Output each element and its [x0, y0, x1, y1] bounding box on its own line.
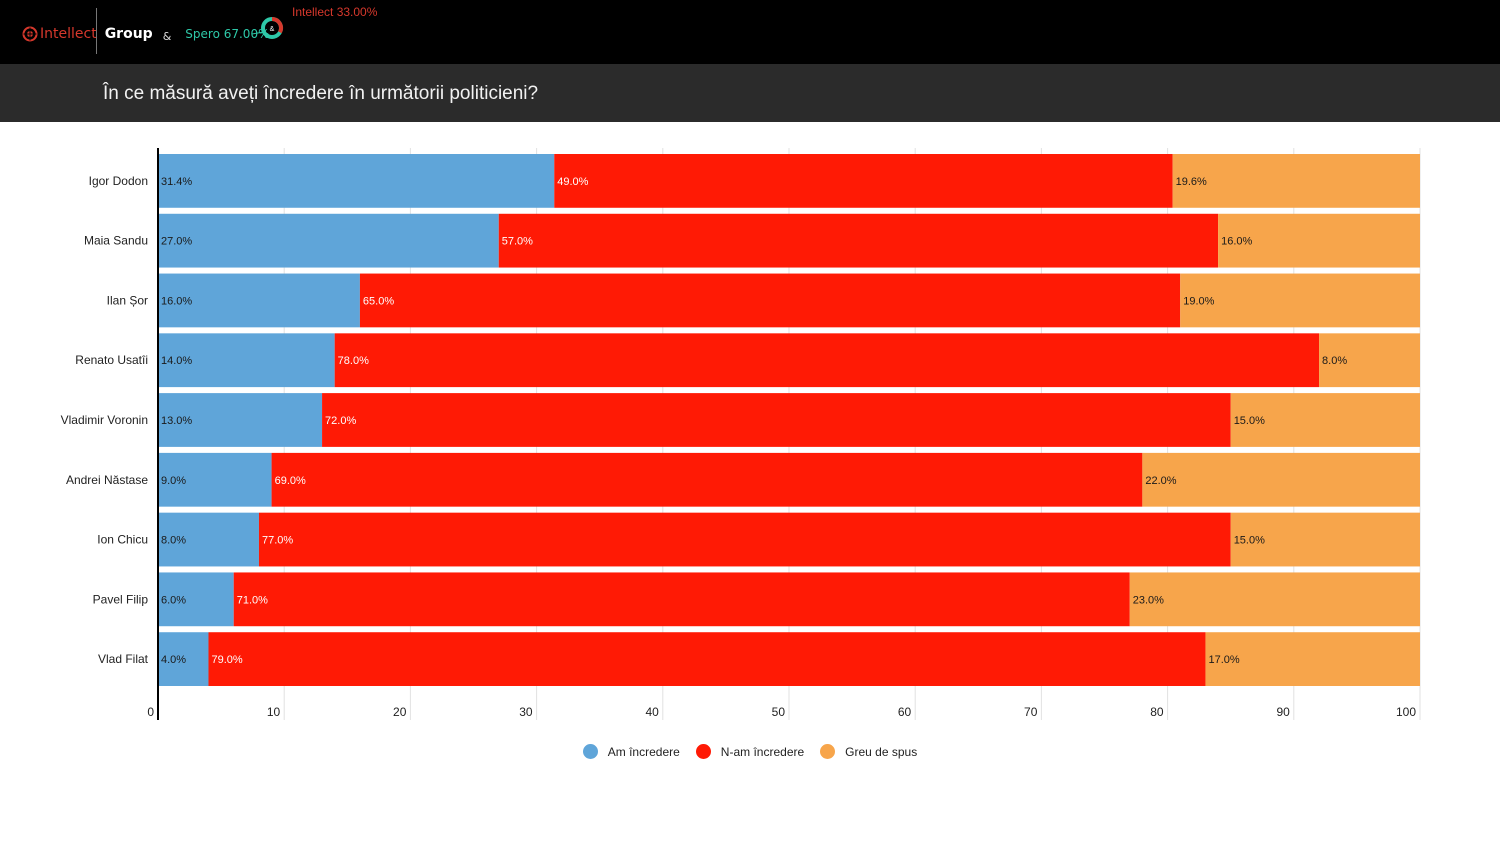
data-label: 15.0%: [1234, 535, 1265, 547]
data-label: 49.0%: [557, 176, 588, 188]
data-label: 23.0%: [1133, 594, 1164, 606]
legend-swatch-hard-to-say: [820, 744, 836, 759]
data-label: 71.0%: [237, 594, 268, 606]
brand-group: Group: [104, 26, 153, 42]
category-label: Renato Usatîi: [75, 353, 148, 367]
intellect-logo-icon: [22, 26, 38, 42]
bar-segment: [158, 452, 272, 507]
title-bar: În ce măsură aveți încredere în următori…: [0, 64, 1500, 122]
bar-segment: [1319, 333, 1420, 388]
bar-segment: [158, 632, 209, 686]
legend-label-trust: Am încredere: [607, 744, 680, 759]
x-tick-label: 30: [519, 705, 533, 719]
bar-segment: [1230, 512, 1420, 567]
data-label: 14.0%: [161, 355, 192, 367]
data-label: 16.0%: [161, 295, 192, 307]
bar-segment: [158, 213, 499, 268]
x-tick-label: 20: [393, 705, 407, 719]
bar-segment: [158, 393, 323, 447]
category-label: Igor Dodon: [89, 174, 148, 188]
bar-segment: [1230, 393, 1420, 447]
bar-segment: [554, 154, 1173, 208]
bar-segment: [158, 154, 555, 208]
x-tick-label: 90: [1276, 705, 1290, 719]
legend-swatch-distrust: [695, 744, 711, 759]
legend-item-hard-to-say[interactable]: Greu de spus: [820, 744, 917, 759]
category-label: Vladimir Voronin: [61, 413, 148, 427]
data-label: 4.0%: [161, 654, 186, 666]
intellect-share-label: Intellect 33.00%: [292, 5, 378, 19]
data-label: 19.6%: [1176, 176, 1207, 188]
data-label: 78.0%: [338, 355, 369, 367]
intellect-share-arc: [271, 17, 283, 34]
x-tick-label: 10: [267, 705, 281, 719]
data-label: 6.0%: [161, 594, 186, 606]
data-label: 8.0%: [1322, 355, 1347, 367]
brand-divider: [96, 8, 97, 54]
bar-segment: [158, 333, 335, 388]
category-label: Andrei Năstase: [66, 473, 148, 487]
donut-amp: &: [270, 26, 275, 33]
data-label: 65.0%: [363, 295, 394, 307]
data-label: 31.4%: [161, 176, 192, 188]
legend-label-hard-to-say: Greu de spus: [845, 744, 918, 759]
bar-segment: [233, 572, 1130, 627]
legend-item-trust[interactable]: Am încredere: [582, 744, 680, 759]
bar-segment: [498, 213, 1219, 268]
data-label: 69.0%: [275, 475, 306, 487]
data-label: 19.0%: [1183, 295, 1214, 307]
bar-segment: [334, 333, 1320, 388]
bar-segment: [271, 452, 1143, 507]
bar-segment: [1129, 572, 1420, 627]
bar-segment: [208, 632, 1206, 686]
bar-segment: [1142, 452, 1420, 507]
bar-segment: [1180, 273, 1420, 328]
category-label: Vlad Filat: [98, 652, 149, 666]
bar-segment: [158, 572, 234, 627]
x-tick-label: 80: [1150, 705, 1164, 719]
bar-segment: [322, 393, 1231, 447]
x-tick-label: 100: [1396, 705, 1416, 719]
bar-segment: [1218, 213, 1420, 268]
bar-segment: [158, 512, 259, 567]
x-tick-label: 0: [147, 705, 154, 719]
chart-legend: Am încredere N-am încredere Greu de spus: [0, 744, 1500, 759]
legend-item-distrust[interactable]: N-am încredere: [695, 744, 805, 759]
category-label: Ilan Șor: [107, 293, 148, 307]
bar-segment: [158, 273, 360, 328]
bar-segment: [1205, 632, 1420, 686]
data-label: 57.0%: [502, 236, 533, 248]
category-label: Pavel Filip: [93, 592, 149, 606]
bar-segment: [1172, 154, 1420, 208]
chart-title: În ce măsură aveți încredere în următori…: [103, 83, 539, 104]
bar-segment: [258, 512, 1231, 567]
data-label: 77.0%: [262, 535, 293, 547]
x-tick-label: 50: [772, 705, 786, 719]
data-label: 72.0%: [325, 415, 356, 427]
data-label: 13.0%: [161, 415, 192, 427]
legend-swatch-trust: [582, 744, 598, 759]
category-label: Maia Sandu: [84, 234, 148, 248]
data-label: 9.0%: [161, 475, 186, 487]
data-label: 79.0%: [211, 654, 242, 666]
bar-segment: [359, 273, 1181, 328]
stacked-bar-chart: 31.4% 49.0% 19.6% Igor Dodon 27.0% 57.0% 16.0%…: [61, 148, 1421, 720]
spero-share-label: Spero 67.00%: [185, 27, 270, 41]
data-label: 15.0%: [1234, 415, 1265, 427]
data-label: 22.0%: [1145, 475, 1176, 487]
data-label: 17.0%: [1208, 654, 1239, 666]
legend-label-distrust: N-am încredere: [720, 744, 805, 759]
data-label: 27.0%: [161, 236, 192, 248]
brand-amp: &: [162, 29, 172, 43]
top-bar: Intellect Group & Spero 67.00% & Intelle…: [0, 0, 1500, 64]
brand-intellect: Intellect: [40, 26, 97, 42]
x-tick-label: 60: [898, 705, 912, 719]
x-tick-label: 70: [1024, 705, 1038, 719]
brand: Intellect Group & Spero 67.00%: [22, 8, 270, 54]
share-donut: &: [252, 17, 283, 39]
data-label: 16.0%: [1221, 236, 1252, 248]
data-label: 8.0%: [161, 535, 186, 547]
x-tick-label: 40: [645, 705, 659, 719]
category-label: Ion Chicu: [97, 533, 148, 547]
